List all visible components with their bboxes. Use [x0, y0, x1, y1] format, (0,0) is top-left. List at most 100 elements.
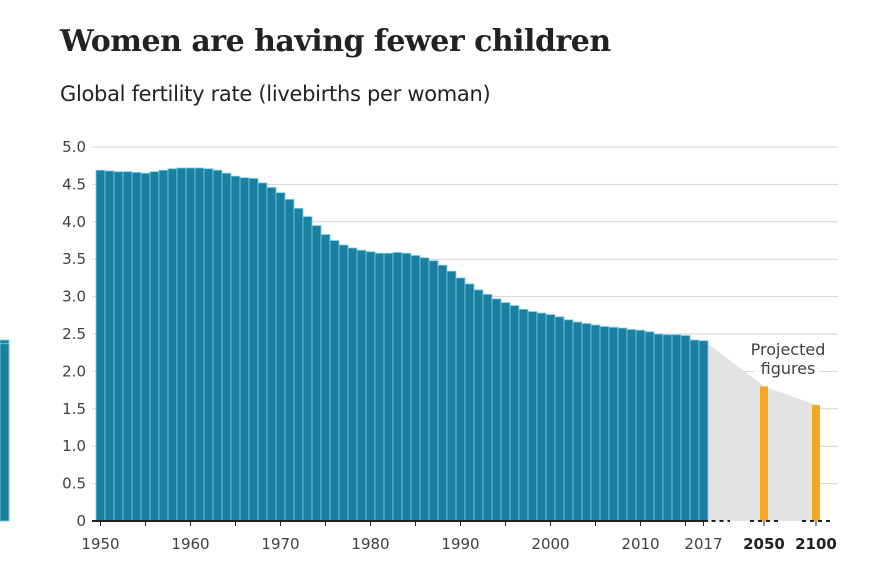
y-tick-label: 1.5	[62, 400, 86, 418]
bar-1967	[248, 178, 259, 522]
y-tick-labels: 0 0.5 1.0 1.5 2.0 2.5 3.0 3.5 4.0 4.5 5.0	[62, 138, 86, 530]
bar-1958	[167, 168, 178, 522]
bar-1982	[383, 252, 394, 522]
bar-1951	[104, 170, 115, 522]
bar-1965	[230, 175, 241, 522]
bar-1955	[140, 172, 151, 522]
bar-1973	[302, 216, 313, 522]
bar-1968	[257, 182, 268, 522]
projected-bars	[760, 386, 820, 521]
bar-2003	[572, 321, 583, 522]
bar-1998	[527, 311, 538, 522]
bar-1970	[275, 192, 286, 522]
bar-2013	[662, 334, 673, 522]
bar-2002	[563, 319, 574, 522]
bar-2001	[554, 316, 565, 522]
x-tick-label: 2000	[531, 535, 569, 553]
bar-undefined	[0, 343, 10, 522]
annotation-background	[742, 340, 834, 359]
x-tick-label: 1960	[171, 535, 209, 553]
bar-1975	[320, 234, 331, 522]
bar-1972	[293, 207, 304, 522]
bar-2005	[590, 324, 601, 522]
y-tick-label: 3.5	[62, 250, 86, 268]
y-tick-label: 1.0	[62, 437, 86, 455]
bar-1959	[176, 167, 187, 522]
bar-1994	[491, 298, 502, 522]
bar-1956	[149, 171, 160, 522]
bar-1971	[284, 198, 295, 522]
x-axis	[92, 520, 832, 526]
x-tick-label: 2010	[621, 535, 659, 553]
annotation-text: Projected	[751, 340, 826, 359]
y-tick-label: 0.5	[62, 475, 86, 493]
y-tick-label: 2.5	[62, 325, 86, 343]
bar-1979	[356, 249, 367, 522]
bar-1954	[131, 172, 142, 522]
bar-1985	[410, 255, 421, 522]
bar-2009	[626, 329, 637, 522]
bar-1990	[455, 277, 466, 522]
bar-2017	[698, 340, 709, 522]
bar-1999	[536, 312, 547, 522]
bar-1995	[500, 302, 511, 522]
x-tick-label-projected: 2050	[743, 535, 785, 553]
x-tick-label: 1980	[351, 535, 389, 553]
historical-bars	[0, 167, 709, 522]
bar-1981	[374, 252, 385, 522]
y-tick-label: 4.5	[62, 175, 86, 193]
bar-1983	[392, 252, 403, 522]
bar-1953	[122, 171, 133, 522]
bar-1962	[203, 168, 214, 522]
bar-1963	[212, 169, 223, 522]
bar-2012	[653, 333, 664, 522]
bar-2011	[644, 331, 655, 522]
x-tick-label: 1990	[441, 535, 479, 553]
bar-1974	[311, 225, 322, 522]
bar-1966	[239, 177, 250, 522]
bar-1992	[473, 289, 484, 522]
bar-1987	[428, 260, 439, 522]
bar-1964	[221, 172, 232, 522]
bar-1993	[482, 293, 493, 522]
chart-subtitle: Global fertility rate (livebirths per wo…	[60, 82, 491, 106]
bar-1997	[518, 308, 529, 522]
bar-1991	[464, 283, 475, 522]
bar-2000	[545, 314, 556, 522]
y-tick-label: 3.0	[62, 288, 86, 306]
annotation-background	[754, 359, 820, 378]
bar-1978	[347, 247, 358, 522]
y-tick-label: 5.0	[62, 138, 86, 156]
x-tick-label-projected: 2100	[795, 535, 837, 553]
x-tick-label: 1950	[81, 535, 119, 553]
bar-1960	[185, 167, 196, 522]
bar-2050	[760, 386, 768, 521]
y-tick-label: 4.0	[62, 213, 86, 231]
bar-1976	[329, 240, 340, 522]
chart-title: Women are having fewer children	[60, 24, 611, 59]
bar-1996	[509, 305, 520, 522]
bar-1957	[158, 169, 169, 522]
bar-2006	[599, 326, 610, 522]
bar-2014	[671, 334, 682, 522]
x-tick-label: 1970	[261, 535, 299, 553]
bar-1988	[437, 264, 448, 522]
bar-2008	[617, 327, 628, 522]
bar-1950	[95, 169, 106, 522]
bar-2010	[635, 329, 646, 522]
bar-2007	[608, 326, 619, 522]
x-tick-label: 2017	[684, 535, 722, 553]
bar-1952	[113, 171, 124, 522]
bar-1961	[194, 167, 205, 522]
y-tick-label: 0	[76, 512, 86, 530]
bar-2016	[689, 339, 700, 522]
x-tick-labels: 1950 1960 1970 1980 1990 2000 2010 2017 2050 2100	[81, 535, 836, 553]
bar-1989	[446, 270, 457, 522]
bar-1969	[266, 186, 277, 522]
bar-2100	[812, 405, 820, 521]
bar-2004	[581, 323, 592, 522]
annotation-text: figures	[761, 359, 816, 378]
bar-1984	[401, 252, 412, 522]
